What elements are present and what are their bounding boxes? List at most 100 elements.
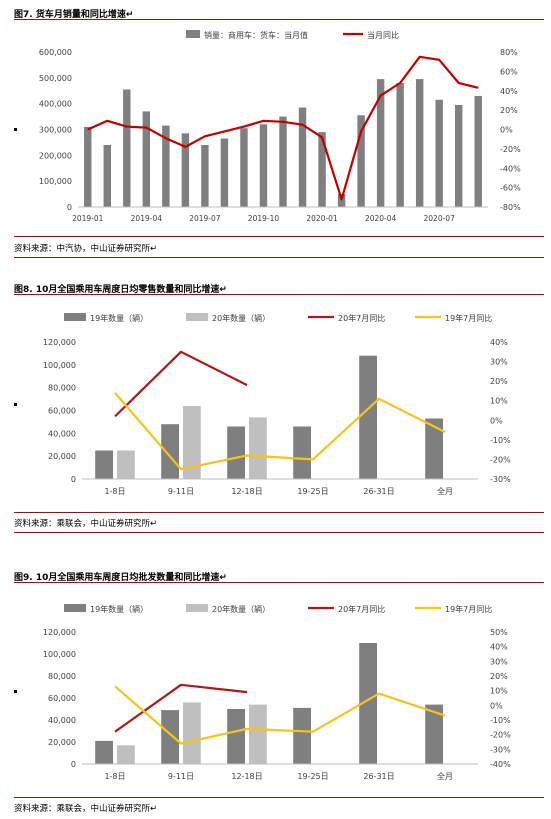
right-axis-tick-label: 40%	[490, 643, 508, 652]
left-axis-tick-label: 100,000	[39, 177, 72, 186]
right-axis-tick-label: -80%	[500, 203, 521, 212]
left-axis-tick-label: 100,000	[43, 361, 76, 370]
bar-series1	[142, 111, 151, 207]
x-axis-tick-label: 1-8日	[104, 772, 125, 781]
line-series-1	[114, 350, 248, 418]
x-axis-tick-label: 2019-04	[131, 214, 163, 223]
right-axis-tick-label: 0%	[490, 701, 503, 710]
bar-series1	[357, 115, 365, 207]
left-axis-tick-label: 120,000	[43, 338, 76, 347]
right-axis-tick-label: -40%	[500, 164, 521, 173]
right-axis-tick-label: 50%	[490, 628, 508, 637]
figure8-caption: 图8. 10月全国乘用车周度日均零售数量和同比增速↵	[14, 285, 227, 295]
right-axis-tick-label: 60%	[500, 67, 518, 76]
right-axis-tick-label: 0%	[490, 416, 503, 425]
legend-label: 当月同比	[367, 30, 399, 40]
figure9-caption: 图9. 10月全国乘用车周度日均批发数量和同比增速↵	[14, 573, 227, 583]
legend-label: 19年7月同比	[445, 604, 492, 614]
legend-swatch	[64, 313, 86, 321]
right-axis-tick-label: 80%	[500, 48, 518, 57]
bar-series1	[95, 450, 114, 479]
x-axis-tick-label: 9-11日	[168, 772, 194, 781]
left-axis-tick-label: 0	[67, 203, 72, 212]
left-axis-tick-label: 200,000	[39, 151, 72, 160]
left-axis-tick-label: 80,000	[48, 384, 76, 393]
x-axis-tick-label: 2019-07	[189, 214, 221, 223]
bar-series1	[161, 710, 180, 764]
bar-series1	[425, 418, 444, 479]
right-axis-tick-label: 20%	[490, 672, 508, 681]
legend-label: 20年数量（辆）	[212, 604, 270, 614]
right-axis-tick-label: 30%	[490, 358, 508, 367]
bar-series1	[123, 89, 131, 207]
left-axis-tick-label: 40,000	[48, 429, 76, 438]
legend-swatch	[186, 313, 208, 321]
bar-series2	[182, 405, 201, 479]
left-axis-tick-label: 60,000	[48, 694, 76, 703]
legend-swatch	[64, 604, 86, 612]
left-axis-tick-label: 100,000	[43, 650, 76, 659]
figure8-bottom-rule	[14, 532, 544, 533]
bar-series1	[425, 704, 444, 764]
left-axis-tick-label: 500,000	[39, 74, 72, 83]
left-axis-tick-label: 0	[71, 475, 76, 484]
left-axis-tick-label: 400,000	[39, 100, 72, 109]
x-axis-tick-label: 12-18日	[231, 772, 262, 781]
figure8-bullet	[14, 403, 17, 406]
bar-series1	[201, 145, 209, 207]
line-series-2	[114, 685, 446, 745]
bar-series1	[220, 138, 229, 207]
legend-swatch	[186, 30, 200, 38]
figure9-top-rule	[14, 582, 544, 583]
right-axis-tick-label: 10%	[490, 397, 508, 406]
right-axis-tick-label: 40%	[490, 338, 508, 347]
bar-series1	[318, 132, 326, 207]
left-axis-tick-label: 20,000	[48, 452, 76, 461]
bar-series1	[227, 426, 246, 479]
right-axis-tick-label: 20%	[500, 106, 518, 115]
bar-series2	[116, 450, 135, 479]
right-axis-tick-label: 30%	[490, 657, 508, 666]
x-axis-tick-label: 1-8日	[104, 487, 125, 496]
bar-series1	[474, 95, 482, 207]
right-axis-tick-label: -20%	[490, 455, 511, 464]
bar-series2	[182, 702, 201, 764]
right-axis-tick-label: -30%	[490, 475, 511, 484]
x-axis-tick-label: 26-31日	[363, 487, 394, 496]
right-axis-tick-label: -60%	[500, 184, 521, 193]
bar-series1	[359, 643, 378, 764]
legend-label: 20年7月同比	[338, 604, 385, 614]
x-axis-tick-label: 2020-07	[424, 214, 456, 223]
legend-swatch	[186, 604, 208, 612]
left-axis-tick-label: 0	[71, 760, 76, 769]
line-series-1	[114, 683, 248, 733]
bar-series1	[162, 125, 170, 207]
bar-series1	[435, 99, 443, 207]
x-axis-tick-label: 全月	[437, 486, 453, 496]
bar-series1	[376, 79, 385, 207]
right-axis-tick-label: 0%	[500, 126, 513, 135]
left-axis-tick-label: 120,000	[43, 628, 76, 637]
line-series-1	[87, 55, 479, 201]
bar-series1	[103, 145, 111, 207]
right-axis-tick-label: -40%	[490, 760, 511, 769]
left-axis-tick-label: 60,000	[48, 407, 76, 416]
figure7-top-rule	[14, 19, 544, 20]
legend-label: 19年数量（辆）	[90, 313, 148, 323]
legend-label: 19年7月同比	[445, 313, 492, 323]
figure9-source: 资料来源：乘联会，中山证券研究所↵	[14, 804, 158, 814]
x-axis-tick-label: 9-11日	[168, 487, 194, 496]
right-axis-tick-label: -20%	[500, 145, 521, 154]
bar-series1	[259, 124, 268, 207]
left-axis-tick-label: 20,000	[48, 738, 76, 747]
x-axis-tick-label: 12-18日	[231, 487, 262, 496]
figure7-bullet	[14, 128, 17, 131]
bar-series1	[359, 355, 378, 479]
x-axis-tick-label: 2019-10	[248, 214, 280, 223]
figure7-source: 资料来源：中汽协，中山证券研究所↵	[14, 244, 158, 254]
bar-series1	[279, 116, 287, 207]
legend-label: 20年7月同比	[338, 313, 385, 323]
legend-label: 19年数量（辆）	[90, 604, 148, 614]
figure9-bullet	[14, 690, 17, 693]
figure8-chart: 0 20,000 40,000 60,000 80,000 100,000 120,000 -…	[43, 313, 511, 496]
